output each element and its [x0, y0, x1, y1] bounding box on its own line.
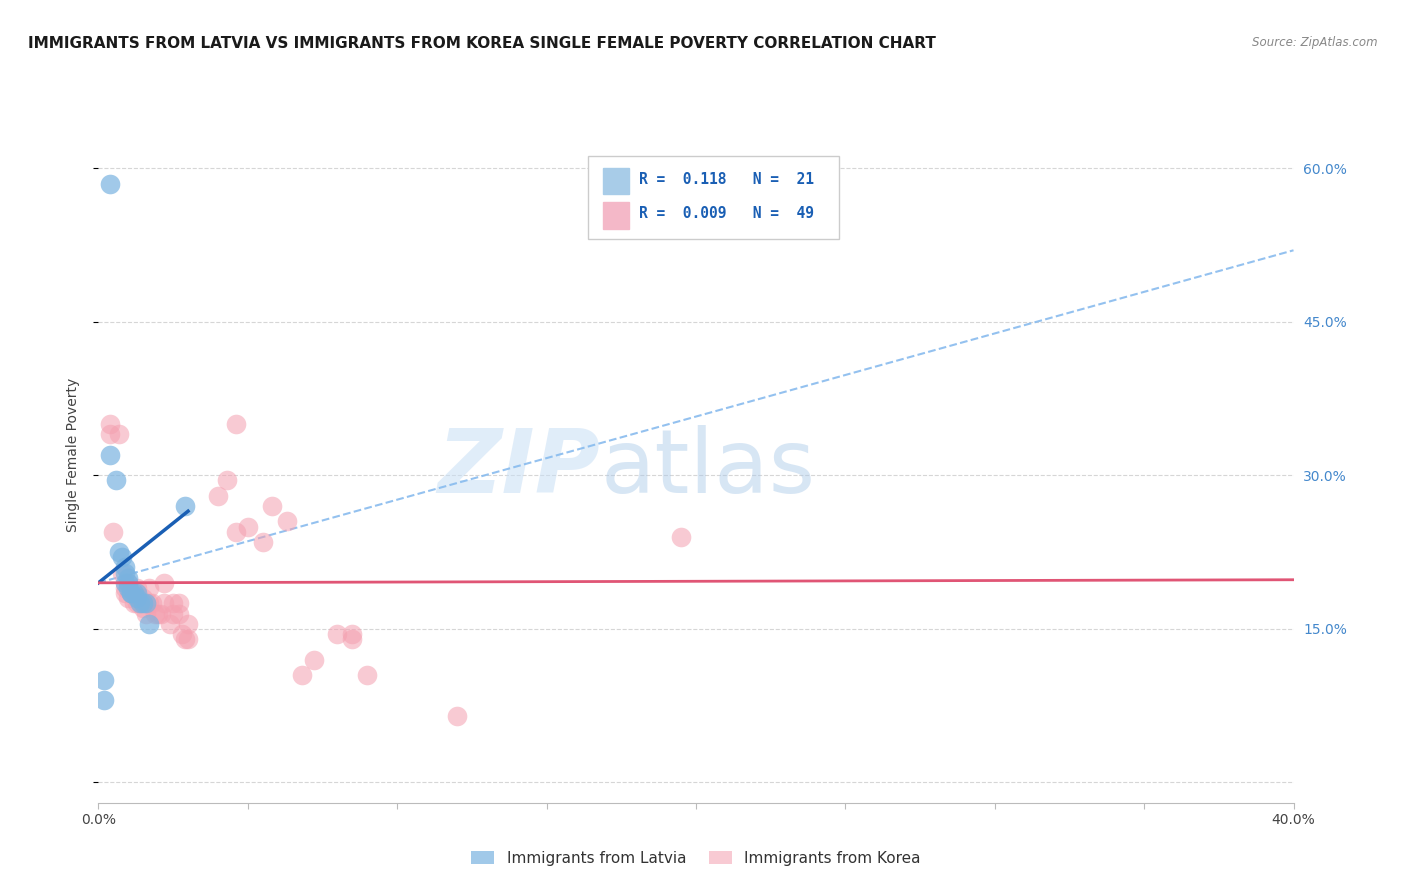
Point: [124, 586, 146, 600]
Point: [127, 596, 149, 610]
Point: [129, 596, 152, 610]
Point: [135, 596, 157, 610]
Point: [108, 427, 131, 442]
Point: [446, 708, 468, 723]
Point: [135, 607, 157, 621]
Point: [150, 607, 173, 621]
Point: [174, 632, 197, 646]
Point: [148, 607, 170, 621]
Point: [177, 616, 200, 631]
Point: [127, 581, 149, 595]
Point: [302, 652, 325, 666]
Point: [127, 591, 149, 606]
Point: [124, 596, 146, 610]
Point: [138, 581, 160, 595]
Point: [141, 596, 163, 610]
Point: [225, 417, 247, 432]
Point: [98, 448, 122, 462]
Point: [98, 427, 122, 442]
Y-axis label: Single Female Poverty: Single Female Poverty: [66, 378, 80, 532]
Text: atlas: atlas: [600, 425, 815, 512]
Point: [669, 530, 692, 544]
Point: [207, 489, 229, 503]
Point: [132, 596, 155, 610]
Point: [120, 586, 142, 600]
Point: [162, 607, 184, 621]
FancyBboxPatch shape: [603, 202, 628, 228]
Text: R =  0.009   N =  49: R = 0.009 N = 49: [638, 206, 814, 221]
Text: Source: ZipAtlas.com: Source: ZipAtlas.com: [1253, 36, 1378, 49]
Point: [117, 571, 139, 585]
Point: [103, 524, 125, 539]
Point: [236, 519, 259, 533]
Point: [143, 607, 166, 621]
FancyBboxPatch shape: [589, 156, 839, 239]
Point: [174, 499, 197, 513]
Point: [105, 474, 128, 488]
Point: [120, 586, 142, 600]
Point: [120, 586, 142, 600]
Point: [291, 668, 314, 682]
Point: [153, 596, 176, 610]
Point: [132, 601, 155, 615]
Point: [260, 499, 283, 513]
Point: [108, 545, 131, 559]
Point: [225, 524, 247, 539]
Point: [114, 566, 136, 580]
Point: [132, 591, 155, 606]
Point: [114, 575, 136, 590]
Text: ZIP: ZIP: [437, 425, 600, 512]
Point: [117, 575, 139, 590]
Point: [98, 417, 122, 432]
Point: [114, 581, 136, 595]
Point: [135, 596, 157, 610]
Point: [117, 575, 139, 590]
Point: [111, 566, 134, 580]
Point: [138, 596, 160, 610]
Point: [111, 550, 134, 565]
Legend: Immigrants from Latvia, Immigrants from Korea: Immigrants from Latvia, Immigrants from …: [465, 845, 927, 871]
Point: [252, 535, 274, 549]
Point: [127, 586, 149, 600]
Point: [172, 627, 194, 641]
FancyBboxPatch shape: [603, 168, 628, 194]
Point: [167, 607, 190, 621]
Point: [342, 632, 364, 646]
Point: [159, 616, 181, 631]
Point: [153, 575, 176, 590]
Point: [93, 673, 115, 687]
Point: [215, 474, 238, 488]
Text: R =  0.118   N =  21: R = 0.118 N = 21: [638, 172, 814, 187]
Point: [117, 591, 139, 606]
Point: [356, 668, 378, 682]
Point: [129, 596, 152, 610]
Point: [117, 581, 139, 595]
Point: [114, 586, 136, 600]
Point: [342, 627, 364, 641]
Point: [162, 596, 184, 610]
Point: [93, 693, 115, 707]
Point: [98, 177, 122, 191]
Point: [114, 560, 136, 574]
Text: IMMIGRANTS FROM LATVIA VS IMMIGRANTS FROM KOREA SINGLE FEMALE POVERTY CORRELATIO: IMMIGRANTS FROM LATVIA VS IMMIGRANTS FRO…: [28, 36, 936, 51]
Point: [177, 632, 200, 646]
Point: [138, 616, 160, 631]
Point: [326, 627, 349, 641]
Point: [167, 596, 190, 610]
Point: [276, 515, 298, 529]
